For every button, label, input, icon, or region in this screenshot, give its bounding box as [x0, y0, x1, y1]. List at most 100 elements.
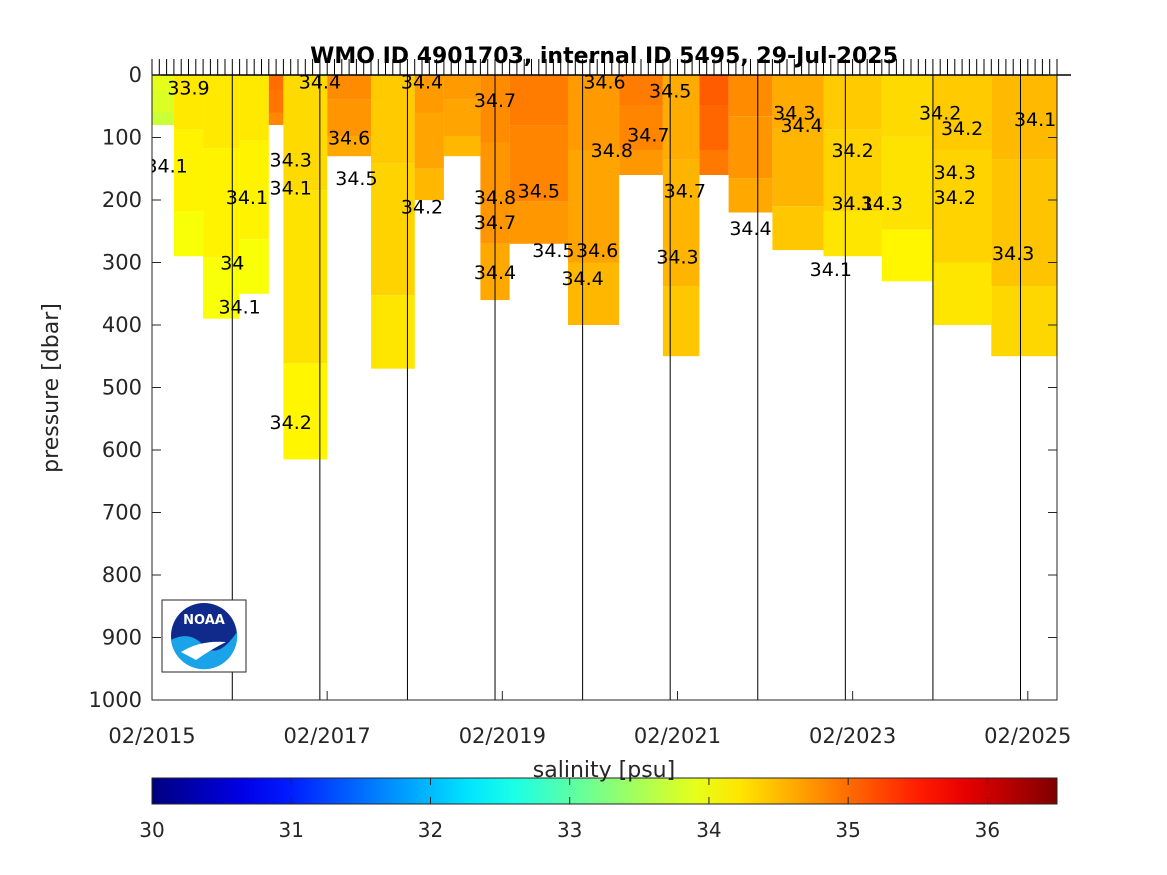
- contour-label: 34.1: [270, 178, 312, 200]
- salinity-cell: [568, 75, 620, 150]
- contour-label: 34.7: [474, 212, 516, 234]
- noaa-logo: NOAA: [161, 599, 247, 673]
- salinity-cell: [173, 129, 204, 211]
- salinity-cell: [991, 285, 1057, 357]
- salinity-cell: [772, 206, 824, 251]
- contour-label: 34.3: [934, 162, 976, 184]
- y-tick-label: 1000: [89, 688, 142, 712]
- salinity-cell: [619, 150, 663, 175]
- salinity-cell: [414, 168, 444, 201]
- contour-label: 34.4: [729, 218, 771, 240]
- salinity-cell: [823, 129, 882, 211]
- colorbar-tick-label: 30: [139, 818, 164, 842]
- contour-label: 34.8: [474, 187, 516, 209]
- salinity-cell: [152, 75, 174, 90]
- contour-label: 34.5: [649, 81, 691, 103]
- salinity-cell: [173, 75, 204, 130]
- plot-area: [152, 75, 1057, 460]
- salinity-cell: [662, 75, 700, 160]
- salinity-cell: [823, 75, 882, 130]
- contour-label: 34.6: [583, 71, 625, 93]
- colorbar-tick-label: 31: [279, 818, 304, 842]
- contour-label: 34.1: [226, 187, 268, 209]
- salinity-cell: [239, 75, 269, 141]
- salinity-cell: [932, 150, 992, 263]
- salinity-cell: [327, 99, 371, 136]
- salinity-cell: [371, 295, 415, 369]
- y-tick-label: 900: [102, 626, 142, 650]
- colorbar-tick-label: 34: [696, 818, 721, 842]
- contour-label: 34.4: [401, 71, 443, 93]
- salinity-cell: [932, 262, 992, 325]
- contour-label: 34.2: [401, 196, 443, 218]
- salinity-cell: [619, 105, 663, 150]
- salinity-cell: [173, 210, 204, 257]
- y-tick-label: 300: [102, 251, 142, 275]
- colorbar-tick-label: 33: [557, 818, 582, 842]
- salinity-cell: [203, 75, 240, 149]
- contour-label: 34.2: [919, 103, 961, 125]
- salinity-cell: [991, 75, 1057, 160]
- salinity-cell: [443, 99, 481, 136]
- salinity-cell: [662, 285, 700, 357]
- salinity-cell: [414, 112, 444, 169]
- salinity-cell: [327, 135, 371, 157]
- x-tick-label: 02/2023: [809, 724, 896, 748]
- salinity-cell: [728, 116, 773, 179]
- colorbar: [151, 777, 1058, 805]
- salinity-cell: [662, 159, 700, 286]
- y-axis-label: pressure [dbar]: [39, 303, 64, 473]
- contour-label: 33.9: [167, 78, 209, 100]
- salinity-cell: [509, 125, 568, 202]
- contour-label: 34.5: [518, 181, 560, 203]
- x-tick-label: 02/2017: [284, 724, 371, 748]
- salinity-cell: [699, 75, 729, 105]
- y-tick-label: 700: [102, 501, 142, 525]
- salinity-cell: [203, 257, 240, 319]
- salinity-cell: [239, 140, 269, 239]
- contour-label: 34.1: [831, 193, 873, 215]
- salinity-cell: [728, 178, 773, 213]
- x-tick-label: 02/2019: [459, 724, 546, 748]
- colorbar-tick-label: 36: [975, 818, 1000, 842]
- y-tick-label: 800: [102, 563, 142, 587]
- y-tick-label: 400: [102, 313, 142, 337]
- contour-label: 34.2: [270, 412, 312, 434]
- y-axis: 0 100 200 300 400 500 600 700 800 900 1000: [89, 63, 1057, 712]
- contour-label: 34.7: [664, 181, 706, 203]
- colorbar-ticks: 30 31 32 33 34 35 36: [139, 778, 1000, 842]
- contour-label: 34.4: [299, 71, 341, 93]
- contour-label: 34.4: [474, 262, 516, 284]
- x-tick-label: 02/2015: [108, 724, 195, 748]
- y-tick-label: 0: [129, 63, 142, 87]
- salinity-cell: [414, 75, 444, 113]
- salinity-cell: [881, 136, 933, 230]
- contour-label: 34.5: [532, 240, 574, 262]
- salinity-cell: [509, 201, 568, 244]
- salinity-cell: [772, 127, 824, 207]
- salinity-cell: [991, 159, 1057, 286]
- contour-labels: 33.934.13434.134.134.234.134.334.434.634…: [152, 71, 1056, 434]
- salinity-cell: [268, 90, 284, 113]
- salinity-cell: [881, 229, 933, 282]
- salinity-cell: [728, 75, 773, 117]
- salinity-cell: [509, 75, 568, 126]
- salinity-cell: [699, 105, 729, 150]
- y-tick-label: 600: [102, 438, 142, 462]
- contour-label: 34.7: [627, 124, 669, 146]
- y-tick-label: 500: [102, 376, 142, 400]
- salinity-cell: [203, 148, 240, 258]
- contour-label: 34.2: [831, 140, 873, 162]
- x-axis: 02/2015 02/2017 02/2019 02/2021 02/2023 02/20…: [108, 691, 1071, 748]
- contour-label: 34.4: [561, 268, 603, 290]
- salinity-cell: [152, 90, 174, 113]
- x-tick-label: 02/2021: [634, 724, 721, 748]
- colorbar-label: salinity [psu]: [533, 758, 675, 783]
- svg-text:NOAA: NOAA: [183, 613, 225, 628]
- salinity-cell: [619, 75, 663, 105]
- salinity-cell: [268, 75, 284, 90]
- contour-label: 34.1: [1014, 109, 1056, 131]
- salinity-cell: [152, 112, 174, 125]
- x-tick-label: 02/2025: [984, 724, 1071, 748]
